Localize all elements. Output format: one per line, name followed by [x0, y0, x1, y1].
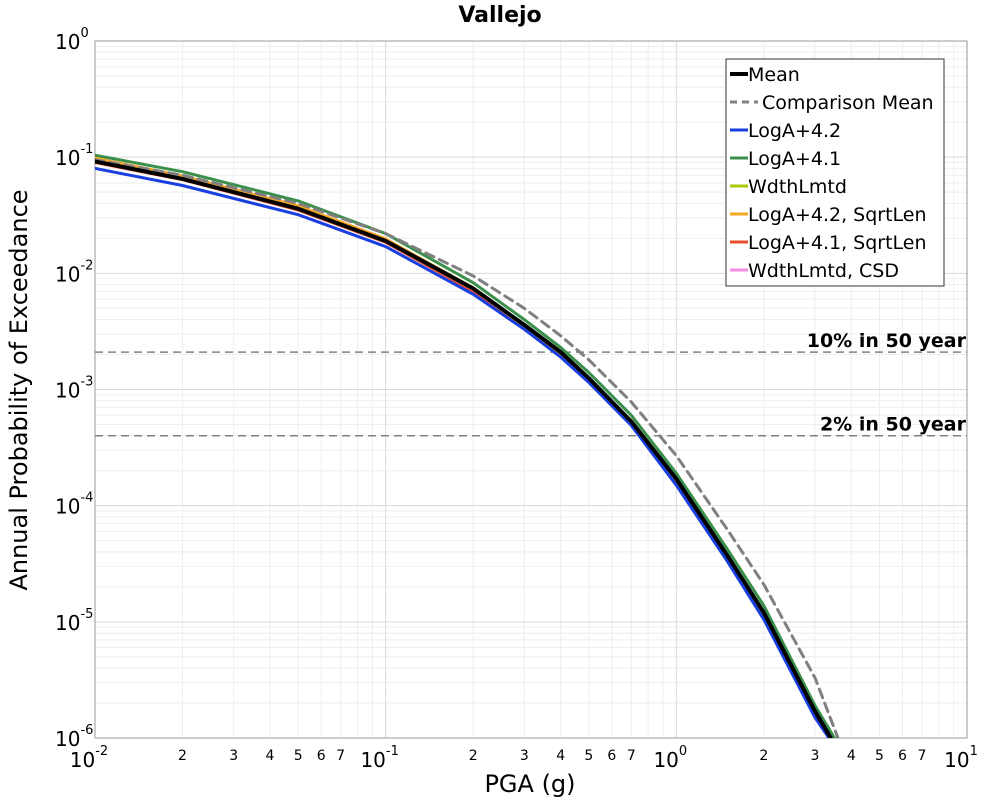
y-tick-label: 10-1: [55, 142, 93, 170]
reference-line-label: 10% in 50 year: [807, 330, 967, 352]
series-line-1: [95, 158, 840, 738]
series-line-3: [95, 153, 836, 738]
y-tick-label: 10-4: [55, 491, 93, 519]
x-minor-tick-label: 7: [336, 748, 345, 764]
y-tick-label: 10-2: [55, 258, 93, 286]
x-minor-tick-label: 6: [898, 748, 907, 764]
x-minor-tick-label: 2: [178, 748, 187, 764]
x-tick-label: 101: [944, 744, 978, 772]
series-line-5: [95, 156, 833, 738]
x-minor-tick-label: 6: [317, 748, 326, 764]
legend-entry: LogA+4.2: [748, 120, 841, 142]
x-minor-tick-label: 7: [918, 748, 927, 764]
y-tick-label: 10-6: [55, 723, 93, 751]
legend-entry: LogA+4.1: [748, 148, 841, 170]
x-minor-tick-label: 4: [266, 748, 275, 764]
x-minor-tick-label: 3: [811, 748, 820, 764]
reference-lines: 10% in 50 year 2% in 50 year: [95, 330, 967, 437]
legend-entry: WdthLmtd: [748, 176, 847, 198]
x-minor-tick-label: 4: [847, 748, 856, 764]
legend-box: [725, 58, 945, 287]
legend: Mean Comparison Mean LogA+4.2 LogA+4.1 WdthL…: [725, 58, 945, 287]
x-minor-tick-label: 5: [584, 748, 593, 764]
x-minor-tick-label: 2: [469, 748, 478, 764]
x-minor-tick-label: 5: [875, 748, 884, 764]
x-minor-tick-label: 6: [607, 748, 616, 764]
series-line-4: [95, 158, 833, 738]
chart-title: Vallejo: [458, 3, 541, 28]
x-minor-tick-label: 2: [759, 748, 768, 764]
x-axis-label: PGA (g): [484, 770, 575, 798]
plot-frame: [94, 40, 968, 739]
x-minor-tick-label: 3: [520, 748, 529, 764]
legend-entry: Comparison Mean: [762, 92, 934, 114]
series-line-0: [95, 159, 833, 738]
y-tick-label: 100: [55, 26, 89, 54]
x-minor-tick-label: 4: [556, 748, 565, 764]
legend-entry: LogA+4.1, SqrtLen: [748, 232, 927, 254]
series-line-7: [95, 159, 833, 738]
legend-entry: WdthLmtd, CSD: [748, 260, 899, 282]
series-line-2: [95, 166, 831, 738]
x-minor-tick-label: 3: [229, 748, 238, 764]
y-tick-labels: 100 10-1 10-2 10-3 10-4 10-5 10-6: [55, 26, 93, 751]
y-axis-label: Annual Probability of Exceedance: [5, 189, 33, 590]
series-lines: [95, 153, 840, 738]
legend-entry: LogA+4.2, SqrtLen: [748, 204, 927, 226]
x-minor-tick-label: 7: [627, 748, 636, 764]
y-tick-label: 10-3: [55, 375, 93, 403]
y-tick-label: 10-5: [55, 607, 93, 635]
reference-line-label: 2% in 50 year: [820, 414, 967, 436]
x-tick-label: 100: [653, 744, 687, 772]
x-minor-tick-label: 5: [294, 748, 303, 764]
x-tick-label: 10-1: [360, 744, 398, 772]
legend-entry: Mean: [748, 64, 800, 86]
x-tick-label: 10-2: [70, 744, 108, 772]
